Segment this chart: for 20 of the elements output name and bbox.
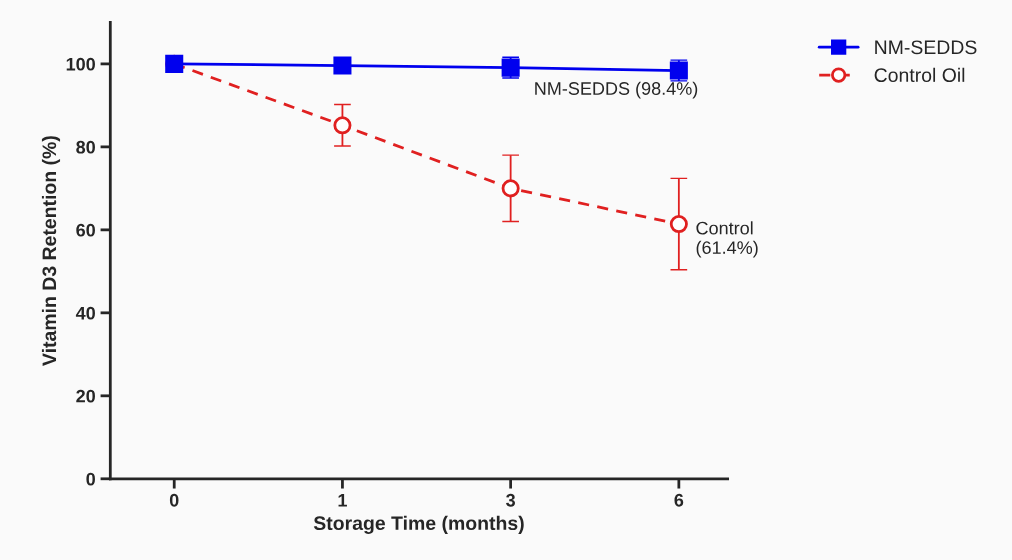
legend-label: NM-SEDDS — [875, 40, 977, 55]
legend-label: Control Oil — [874, 67, 965, 83]
y-tick-label: 0 — [86, 472, 95, 486]
annotation: NM-SEDDS (98.4%) — [535, 81, 698, 99]
y-tick-label: 80 — [76, 140, 95, 154]
x-tick-label: 3 — [506, 493, 516, 507]
x-tick-label: 6 — [674, 493, 684, 507]
point — [333, 116, 352, 135]
point — [501, 179, 520, 198]
x-axis-title: Storage Time (months) — [313, 515, 524, 534]
x-tick-label: 0 — [169, 493, 179, 507]
y-axis-title: Vitamin D3 Retention (%) — [41, 136, 61, 366]
y-tick-label: 20 — [76, 389, 95, 403]
point — [669, 215, 688, 234]
y-tick-label: 60 — [76, 223, 95, 237]
y-tick-label: 100 — [66, 57, 95, 71]
x-tick-label: 1 — [338, 494, 347, 507]
y-tick-label: 40 — [75, 306, 95, 320]
annotation: Control (61.4%) — [696, 221, 758, 258]
point — [333, 56, 352, 75]
